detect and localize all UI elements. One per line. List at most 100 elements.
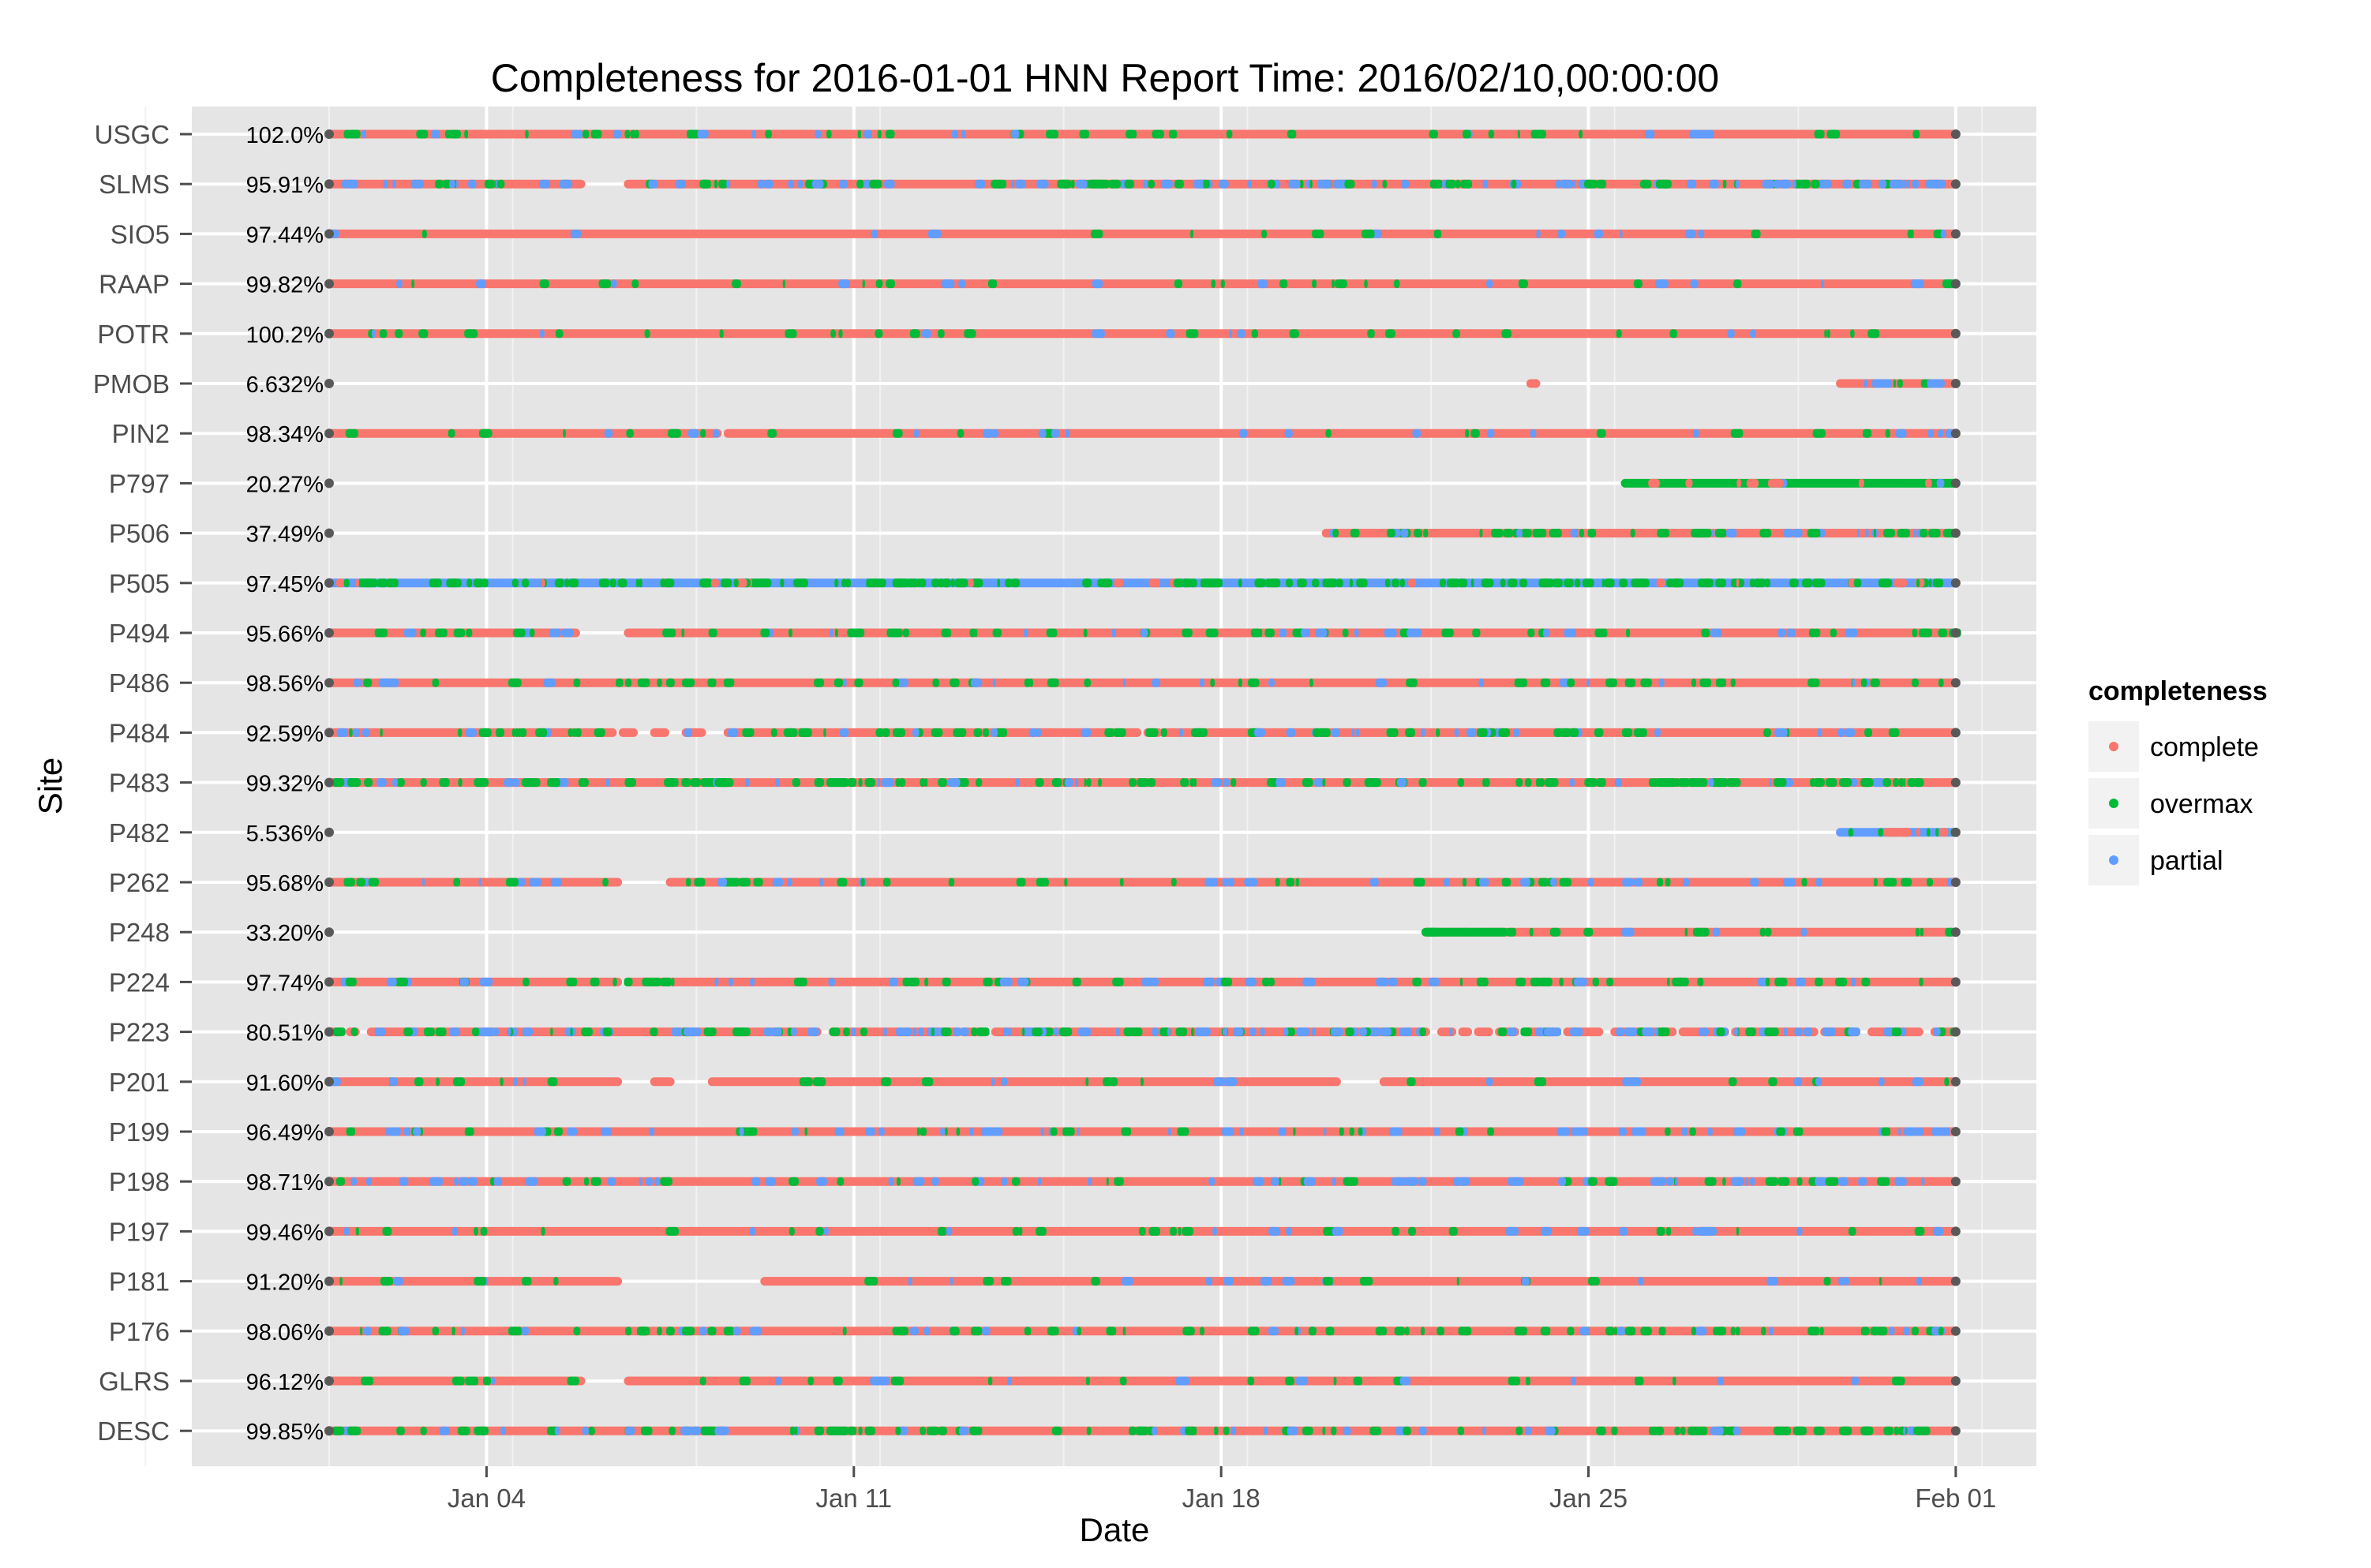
state-mark-overmax <box>1796 1177 1803 1186</box>
state-mark-overmax <box>1928 529 1941 538</box>
state-mark-overmax <box>1455 179 1461 189</box>
state-mark-overmax <box>396 778 405 788</box>
state-mark-overmax <box>938 329 945 339</box>
state-mark-overmax <box>1180 778 1189 788</box>
state-mark-overmax <box>1286 878 1295 887</box>
y-tick-label: P494 <box>109 619 170 648</box>
state-mark-partial <box>1279 628 1283 638</box>
state-mark-overmax <box>1815 778 1822 788</box>
state-mark-overmax <box>799 728 812 737</box>
state-mark-partial <box>1286 728 1296 737</box>
state-mark-overmax <box>590 977 600 986</box>
state-mark-overmax <box>1860 1327 1867 1336</box>
state-mark-overmax <box>1472 628 1481 638</box>
state-mark-overmax <box>1860 1426 1872 1435</box>
state-mark-overmax <box>1534 1077 1547 1087</box>
state-mark-overmax <box>669 778 676 788</box>
state-mark-partial <box>879 1127 884 1136</box>
state-mark-overmax <box>573 1327 581 1336</box>
state-mark-partial <box>458 1177 470 1186</box>
state-mark-overmax <box>421 229 427 238</box>
site-row-p199 <box>324 1127 1961 1136</box>
state-mark-partial <box>392 179 396 189</box>
state-mark-partial <box>750 977 755 986</box>
state-mark-overmax <box>1667 977 1670 986</box>
state-mark-overmax <box>1539 977 1553 986</box>
state-mark-overmax <box>380 1277 393 1286</box>
state-mark-overmax <box>807 1376 814 1386</box>
state-mark-overmax <box>1759 927 1766 937</box>
state-mark-overmax <box>1420 1327 1425 1336</box>
state-mark-overmax <box>1171 878 1177 887</box>
state-mark-overmax <box>578 778 587 788</box>
state-mark-overmax <box>1893 379 1896 388</box>
state-mark-partial <box>1871 778 1885 788</box>
state-mark-partial <box>1248 179 1252 189</box>
state-mark-overmax <box>1264 628 1275 638</box>
state-mark-overmax <box>1661 1327 1666 1336</box>
state-mark-overmax <box>429 578 442 588</box>
state-mark-overmax <box>1311 229 1324 238</box>
state-mark-overmax <box>1713 1327 1719 1336</box>
state-mark-partial <box>908 1277 912 1286</box>
state-mark-overmax <box>1193 1426 1197 1435</box>
state-mark-overmax <box>1801 878 1807 887</box>
state-mark-overmax <box>1085 578 1089 588</box>
state-mark-partial <box>1418 1177 1427 1186</box>
state-mark-overmax <box>1418 778 1427 788</box>
state-mark-overmax <box>639 578 642 588</box>
state-mark-partial <box>1006 1376 1012 1386</box>
state-mark-overmax <box>1885 428 1890 438</box>
state-mark-overmax <box>1789 578 1799 588</box>
state-mark-overmax <box>1691 1327 1696 1336</box>
state-mark-partial <box>1570 1027 1583 1037</box>
state-mark-overmax <box>496 728 505 737</box>
state-mark-overmax <box>685 878 691 887</box>
state-mark-partial <box>439 1426 450 1435</box>
state-mark-partial <box>1486 428 1495 438</box>
state-mark-partial <box>1933 1027 1941 1037</box>
state-mark-partial <box>1800 1027 1803 1037</box>
state-mark-overmax <box>1807 1327 1820 1336</box>
state-mark-overmax <box>945 1127 948 1136</box>
state-mark-overmax <box>1429 179 1443 189</box>
state-mark-partial <box>1750 329 1756 339</box>
state-mark-overmax <box>554 1127 563 1136</box>
state-mark-overmax <box>1873 529 1876 538</box>
start-marker <box>324 1076 334 1087</box>
state-mark-overmax <box>1439 578 1446 588</box>
state-mark-partial <box>1222 878 1228 887</box>
state-mark-overmax <box>1333 1376 1337 1386</box>
state-mark-overmax <box>1514 1327 1528 1336</box>
state-mark-complete <box>1858 478 1864 488</box>
state-mark-partial <box>1750 878 1759 887</box>
state-mark-partial <box>522 1027 533 1037</box>
state-mark-overmax <box>1294 1327 1298 1336</box>
state-mark-partial <box>970 678 983 687</box>
state-mark-overmax <box>875 279 883 289</box>
state-mark-partial <box>543 678 556 687</box>
state-mark-overmax <box>916 1127 920 1136</box>
state-mark-partial <box>1573 977 1587 986</box>
state-mark-overmax <box>1332 529 1339 538</box>
state-mark-partial <box>341 179 351 189</box>
state-mark-partial <box>1794 1027 1800 1037</box>
site-row-p505 <box>324 578 1961 588</box>
state-mark-overmax <box>1651 778 1659 788</box>
state-mark-overmax <box>896 1177 901 1186</box>
state-mark-overmax <box>1413 878 1425 887</box>
end-marker <box>1950 628 1961 638</box>
state-mark-overmax <box>1238 578 1242 588</box>
state-mark-complete <box>968 578 974 588</box>
state-mark-overmax <box>660 1177 672 1186</box>
state-mark-partial <box>1837 728 1845 737</box>
start-marker <box>324 229 334 239</box>
state-mark-overmax <box>1705 578 1714 588</box>
state-mark-partial <box>975 179 986 189</box>
state-mark-overmax <box>1651 1426 1659 1435</box>
state-mark-partial <box>398 1327 410 1336</box>
state-mark-overmax <box>1730 678 1736 687</box>
completeness-percent: 102.0% <box>246 123 324 148</box>
state-mark-partial <box>468 179 477 189</box>
state-mark-overmax <box>1367 329 1375 339</box>
